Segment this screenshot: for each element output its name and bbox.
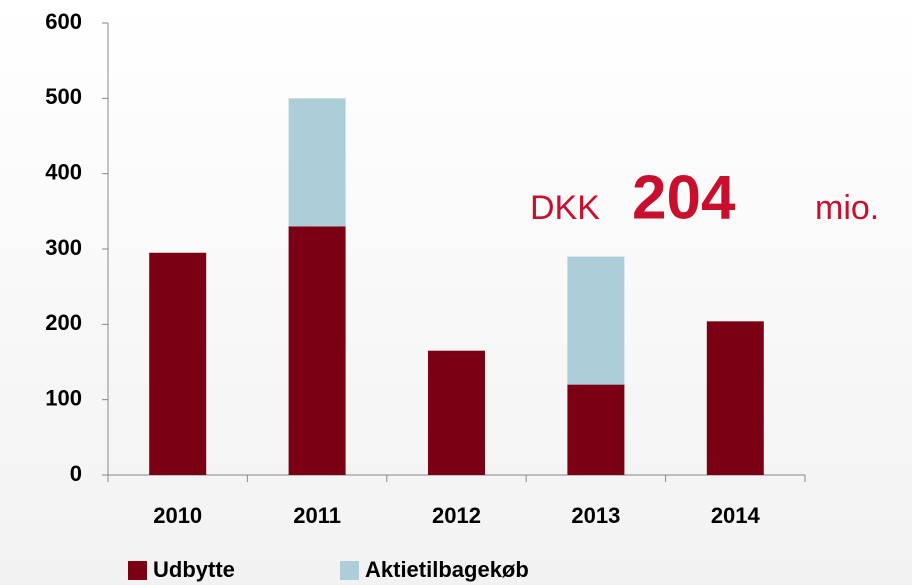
legend-swatch [340,561,359,580]
y-tick-label: 100 [45,385,82,410]
bar-segment [288,226,346,475]
y-tick-label: 0 [70,461,82,486]
legend-label: Aktietilbagekøb [365,557,529,582]
x-tick-label: 2013 [571,503,620,528]
legend-swatch [128,561,147,580]
y-tick-label: 200 [45,310,82,335]
bar-segment [706,321,764,475]
x-tick-label: 2010 [153,503,202,528]
x-tick-label: 2014 [711,503,761,528]
bar-segment [428,350,485,475]
y-tick-label: 300 [45,235,82,260]
annotation-value: 204 [632,163,736,232]
y-tick-label: 500 [45,84,82,109]
y-tick-label: 600 [45,9,82,34]
bar-segment [567,256,625,385]
legend-label: Udbytte [153,557,235,582]
x-tick-label: 2011 [293,503,341,528]
x-tick-label: 2012 [432,503,481,528]
y-tick-label: 400 [45,159,82,184]
bar-segment [288,98,346,227]
bar-segment [567,384,625,475]
bar-segment [149,252,207,475]
annotation-suffix: mio. [815,189,879,227]
annotation-prefix: DKK [530,189,600,227]
